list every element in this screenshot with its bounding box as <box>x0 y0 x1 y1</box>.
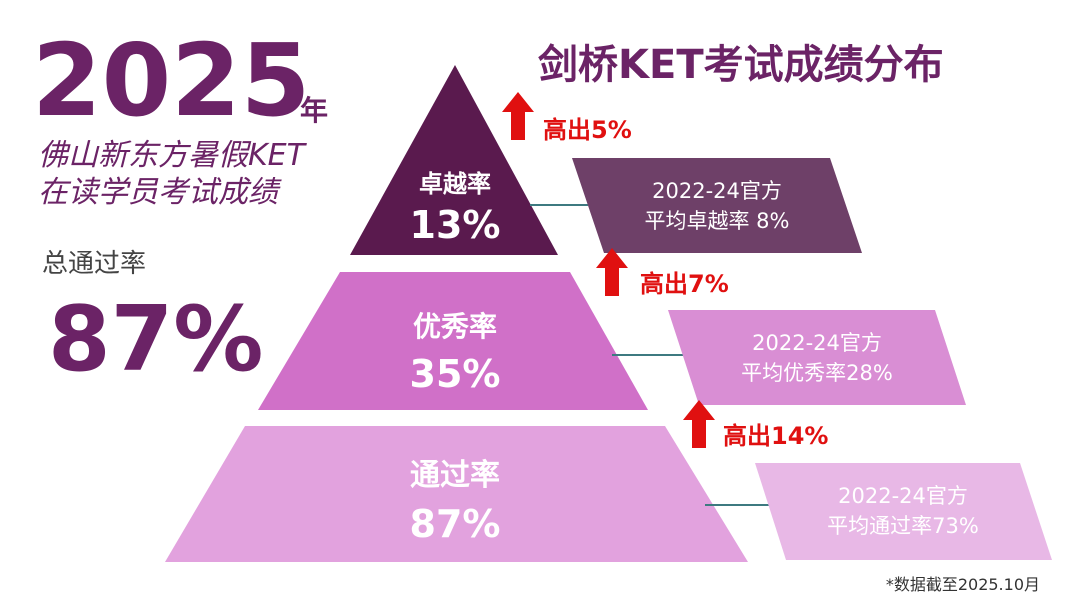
title: 剑桥KET考试成绩分布 <box>538 42 944 88</box>
official-line: 平均通过率73% <box>827 514 979 538</box>
tier-top <box>350 65 558 255</box>
pass-value: 87% <box>48 287 263 392</box>
year: 2025 <box>32 22 310 139</box>
subtitle-line: 佛山新东方暑假KET <box>38 138 308 173</box>
tier-middle <box>258 272 648 410</box>
official-line: 2022-24官方 <box>652 179 782 203</box>
tier-value: 13% <box>410 203 501 247</box>
tier-bottom <box>165 426 748 562</box>
diff-label: 高出7% <box>640 270 729 298</box>
official-box <box>755 463 1052 560</box>
up-arrow <box>502 92 715 448</box>
diff-label: 高出14% <box>723 422 828 450</box>
official-line: 平均优秀率28% <box>741 361 893 385</box>
footnote: *数据截至2025.10月 <box>886 575 1040 594</box>
tier-value: 35% <box>410 352 501 396</box>
tier-value: 87% <box>410 502 501 546</box>
year-suffix: 年 <box>300 94 328 127</box>
official-box <box>572 158 862 253</box>
official-line: 平均卓越率 8% <box>645 209 790 233</box>
tier-label: 优秀率 <box>413 310 497 343</box>
tier-label: 通过率 <box>410 458 500 493</box>
diff-label: 高出5% <box>543 116 632 144</box>
pass-label: 总通过率 <box>42 249 146 279</box>
subtitle-line: 在读学员考试成绩 <box>38 175 282 210</box>
official-box <box>668 310 966 405</box>
tier-label: 卓越率 <box>419 170 491 198</box>
official-line: 2022-24官方 <box>838 484 968 508</box>
official-line: 2022-24官方 <box>752 331 882 355</box>
